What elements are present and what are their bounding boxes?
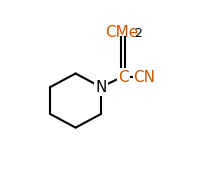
Text: CN: CN <box>133 70 155 85</box>
Text: C: C <box>118 70 128 85</box>
Text: 2: 2 <box>134 27 142 40</box>
Text: N: N <box>95 80 107 95</box>
Text: CMe: CMe <box>105 25 138 40</box>
